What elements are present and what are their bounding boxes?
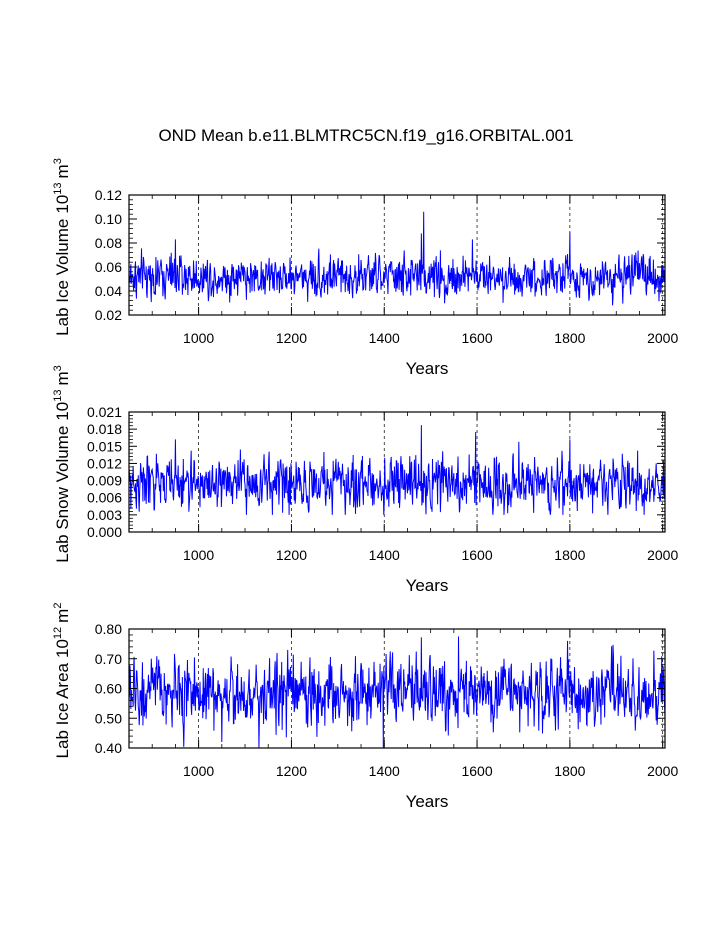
y-axis-unit-base: 10 — [53, 402, 72, 421]
y-tick-label: 0.70 — [95, 651, 122, 667]
y-axis-unit-mexp: 3 — [52, 365, 64, 371]
chart-panel-2: 1000 1200 1400 1600 1800 20000.0000.0030.0060… — [52, 365, 678, 595]
y-tick-label: 0.10 — [95, 211, 122, 227]
y-axis-label-name: Lab Ice Volume — [53, 219, 72, 336]
y-axis-unit-m: m — [53, 371, 72, 385]
y-tick-label: 0.04 — [95, 283, 122, 299]
x-tick-label: 1000 — [183, 547, 214, 563]
y-tick-label: 0.009 — [87, 473, 122, 489]
y-axis-label: Lab Snow Volume 1013 m3 — [52, 365, 72, 563]
x-tick-label: 1600 — [461, 547, 492, 563]
figure-title: OND Mean b.e11.BLMTRC5CN.f19_g16.ORBITAL… — [158, 126, 573, 145]
x-tick-label: 1800 — [554, 763, 585, 779]
x-tick-label: 1400 — [369, 547, 400, 563]
y-tick-label: 0.08 — [95, 235, 122, 251]
x-tick-label: 1200 — [276, 330, 307, 346]
x-tick-label: 2000 — [647, 763, 678, 779]
y-axis-unit-base: 10 — [53, 195, 72, 214]
plot-frame — [128, 194, 666, 316]
x-tick-label: 1000 — [183, 330, 214, 346]
plot-frame — [128, 411, 666, 533]
y-tick-label: 0.60 — [95, 681, 122, 697]
x-tick-label: 2000 — [647, 547, 678, 563]
y-tick-label: 0.40 — [95, 740, 122, 756]
x-tick-label: 2000 — [647, 330, 678, 346]
y-tick-label: 0.50 — [95, 710, 122, 726]
y-tick-label: 0.015 — [87, 438, 122, 454]
x-tick-label: 1400 — [369, 330, 400, 346]
x-axis-label: Years — [406, 576, 449, 595]
x-tick-label: 1600 — [461, 763, 492, 779]
y-axis-label: Lab Ice Area 1012 m2 — [52, 603, 72, 759]
series-line — [129, 211, 665, 306]
y-axis-unit-exp: 13 — [52, 182, 64, 194]
y-tick-label: 0.006 — [87, 490, 122, 506]
x-tick-label: 1200 — [276, 763, 307, 779]
x-tick-label: 1200 — [276, 547, 307, 563]
x-tick-label: 1800 — [554, 330, 585, 346]
y-axis-label-name: Lab Snow Volume — [53, 426, 72, 563]
y-axis-unit-m: m — [53, 164, 72, 178]
x-axis-label: Years — [406, 359, 449, 378]
y-tick-label: 0.80 — [95, 621, 122, 637]
y-axis-unit-base: 10 — [53, 639, 72, 658]
y-tick-label: 0.000 — [87, 524, 122, 540]
x-tick-label: 1600 — [461, 330, 492, 346]
y-axis-unit-mexp: 2 — [52, 603, 64, 609]
x-tick-label: 1800 — [554, 547, 585, 563]
y-tick-label: 0.06 — [95, 259, 122, 275]
y-axis-unit-exp: 13 — [52, 390, 64, 402]
y-tick-label: 0.12 — [95, 187, 122, 203]
y-tick-label: 0.02 — [95, 307, 122, 323]
y-axis-unit-m: m — [53, 609, 72, 623]
y-tick-label: 0.021 — [87, 404, 122, 420]
chart-panel-3: 1000 1200 1400 1600 1800 2000 0.40 0.50 0.60 0.70… — [52, 603, 678, 811]
series-line — [129, 425, 665, 515]
y-tick-label: 0.003 — [87, 507, 122, 523]
x-tick-label: 1000 — [183, 763, 214, 779]
y-axis-unit-exp: 12 — [52, 627, 64, 639]
x-axis-label: Years — [406, 792, 449, 811]
x-tick-label: 1400 — [369, 763, 400, 779]
y-axis-label: Lab Ice Volume 1013 m3 — [52, 158, 72, 336]
y-tick-label: 0.018 — [87, 421, 122, 437]
panels: 1000 1200 1400 1600 1800 2000 0.02 0.04 0.06 0.08… — [52, 158, 678, 811]
y-tick-label: 0.012 — [87, 455, 122, 471]
chart-panel-1: 1000 1200 1400 1600 1800 2000 0.02 0.04 0.06 0.08… — [52, 158, 678, 378]
series-line — [129, 636, 665, 748]
y-axis-unit-mexp: 3 — [52, 158, 64, 164]
y-axis-label-name: Lab Ice Area — [53, 662, 72, 758]
